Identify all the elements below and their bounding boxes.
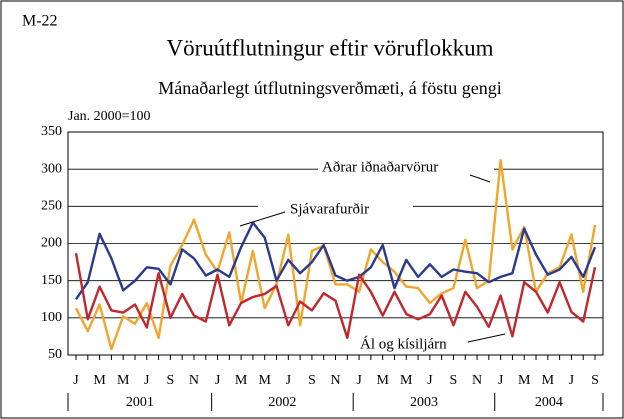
x-tick-label: S — [166, 373, 174, 388]
x-tick-label: S — [591, 373, 599, 388]
label-bg — [318, 158, 494, 178]
y-tick-label: 250 — [41, 199, 62, 214]
arrow — [469, 174, 491, 183]
x-tick-label: S — [308, 373, 316, 388]
series-line — [75, 221, 597, 300]
x-tick-label: N — [472, 373, 482, 388]
annotations: Aðrar iðnaðarvörur Sjávarafurðir Ál og k… — [239, 158, 506, 352]
x-tick-label: J — [569, 373, 575, 388]
x-tick-label: J — [73, 373, 79, 388]
x-tick-label: J — [286, 373, 292, 388]
y-tick-label: 100 — [41, 310, 62, 325]
year-label: 2004 — [535, 395, 563, 410]
x-tick-label: M — [259, 373, 272, 388]
x-tick-label: N — [330, 373, 340, 388]
series-annotation: Aðrar iðnaðarvörur — [322, 159, 438, 175]
series-annotation: Ál og kísiljárn — [360, 335, 447, 352]
chart-code: M-22 — [22, 13, 58, 30]
x-tick-label: M — [93, 373, 106, 388]
lines — [74, 159, 597, 351]
y-tick-label: 350 — [41, 124, 62, 139]
arrow — [239, 211, 286, 227]
x-tick-label: M — [518, 373, 531, 388]
year-label: 2003 — [410, 395, 438, 410]
x-tick-label: M — [117, 373, 130, 388]
x-tick-label: M — [235, 373, 248, 388]
x-tick-label: M — [542, 373, 555, 388]
series-annotation: Sjávarafurðir — [290, 201, 369, 217]
x-tick-label: N — [189, 373, 199, 388]
label-bg — [258, 200, 413, 220]
chart-title: Vöruútflutningur eftir vöruflokkum — [166, 35, 493, 60]
x-tick-label: J — [427, 373, 433, 388]
year-label: 2001 — [126, 395, 154, 410]
arrow — [467, 333, 506, 343]
y-tick-label: 50 — [48, 347, 62, 362]
y-axis-label: Jan. 2000=100 — [68, 109, 151, 124]
y-tick-label: 300 — [41, 161, 62, 176]
x-tick-label: J — [215, 373, 221, 388]
y-tick-label: 150 — [41, 273, 62, 288]
year-label: 2002 — [268, 395, 296, 410]
x-tick-label: M — [376, 373, 389, 388]
chart-subtitle: Mánaðarlegt útflutningsverðmæti, á föstu… — [158, 78, 501, 98]
x-tick-label: J — [144, 373, 150, 388]
x-tick-label: J — [498, 373, 504, 388]
series-line — [74, 159, 597, 351]
y-tick-label: 200 — [41, 236, 62, 251]
x-tick-label: J — [356, 373, 362, 388]
x-tick-label: S — [450, 373, 458, 388]
x-tick-label: M — [400, 373, 413, 388]
series-line — [74, 252, 597, 340]
